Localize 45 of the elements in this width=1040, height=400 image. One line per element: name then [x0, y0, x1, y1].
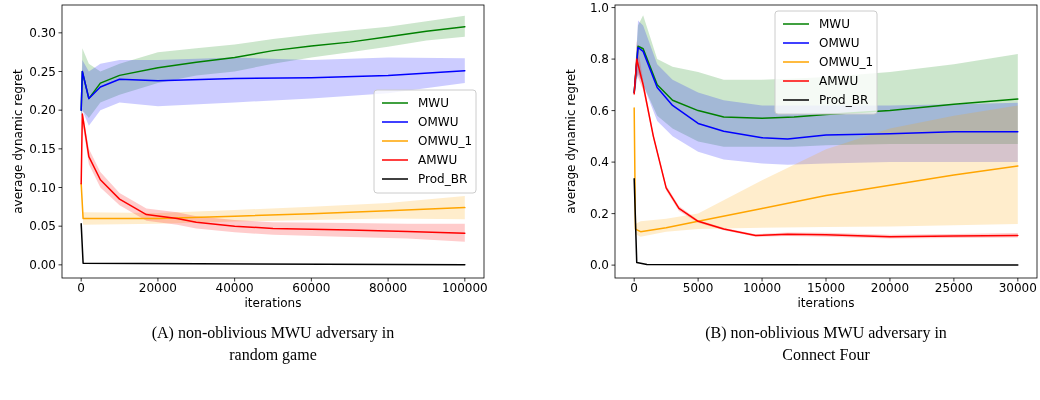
y-tick-label: 0.10 [29, 180, 56, 195]
legend-label: OMWU_1 [819, 55, 874, 70]
x-tick-label: 40000 [215, 281, 254, 295]
y-axis-title: average dynamic regret [564, 68, 578, 214]
x-axis-title: iterations [797, 296, 855, 310]
legend-label: OMWU_1 [418, 134, 473, 149]
legend-label: OMWU [819, 36, 860, 51]
text: (A) non-oblivious MWU adversary in random game [151, 324, 395, 364]
x-tick-label: 25000 [934, 281, 973, 295]
x-tick-label: 0 [77, 281, 85, 295]
y-tick-label: 0.2 [589, 206, 609, 221]
legend-label: Prod_BR [819, 93, 869, 108]
x-tick-label: 100000 [441, 281, 488, 295]
legend-label: Prod_BR [418, 172, 468, 187]
y-tick-label: 0.15 [29, 142, 56, 157]
x-tick-label: 0 [630, 281, 638, 295]
legend-label: AMWU [819, 74, 859, 89]
x-tick-label: 80000 [369, 281, 408, 295]
x-tick-label: 30000 [998, 281, 1037, 295]
line-series [80, 69, 466, 111]
y-tick-label: 0.25 [29, 64, 56, 79]
y-tick-label: 0.05 [29, 219, 56, 234]
y-tick-label: 0.8 [589, 52, 609, 67]
line-series [633, 178, 1019, 266]
text: (B) non-oblivious MWU adversary in Connect Four [705, 324, 947, 363]
x-tick-label: 20000 [138, 281, 177, 295]
y-tick-label: 0.0 [589, 258, 609, 273]
line-series [633, 46, 1019, 140]
x-tick-label: 5000 [682, 281, 714, 295]
y-tick-label: 0.00 [29, 258, 56, 273]
y-tick-label: 0.4 [589, 155, 609, 170]
y-tick-label: 1.0 [589, 0, 609, 15]
x-axis-title: iterations [244, 296, 302, 310]
legend-label: MWU [418, 96, 450, 111]
y-tick-label: 0.30 [29, 26, 56, 41]
x-tick-label: 60000 [292, 281, 331, 295]
y-tick-label: 0.20 [29, 103, 56, 118]
legend-label: MWU [819, 17, 851, 32]
x-tick-label: 15000 [806, 281, 846, 295]
y-tick-label: 0.6 [589, 103, 609, 118]
y-axis-title: average dynamic regret [11, 68, 25, 214]
legend-label: AMWU [418, 153, 458, 168]
x-tick-label: 10000 [742, 281, 782, 295]
legend-label: OMWU [418, 115, 459, 130]
x-tick-label: 20000 [870, 281, 910, 295]
